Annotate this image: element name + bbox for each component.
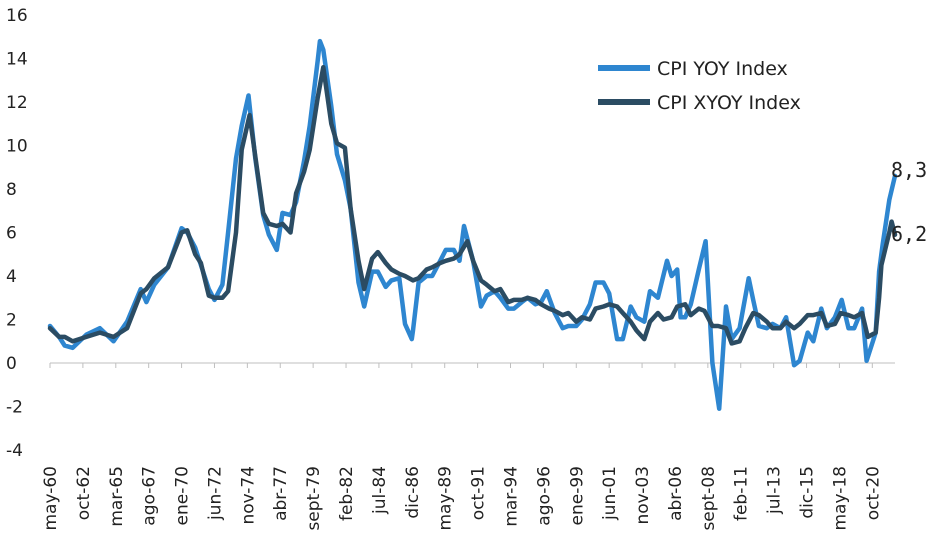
x-tick-label: dic-86 xyxy=(403,466,423,519)
legend-label: CPI XYOY Index xyxy=(657,92,801,114)
x-tick-label: dic-15 xyxy=(798,466,818,519)
y-tick-label: 16 xyxy=(6,6,28,26)
x-tick-label: oct-91 xyxy=(469,466,489,520)
legend: CPI YOY Index CPI XYOY Index xyxy=(598,58,801,114)
x-tick-label: feb-82 xyxy=(337,466,357,521)
x-tick-label: abr-77 xyxy=(271,466,291,521)
x-tick-label: feb-11 xyxy=(732,466,752,521)
x-tick-label: ene-99 xyxy=(567,466,587,525)
y-tick-label: 0 xyxy=(6,354,17,374)
x-tick-label: may-18 xyxy=(830,466,850,531)
y-tick-label: 12 xyxy=(6,93,28,113)
x-tick-label: jun-72 xyxy=(205,466,225,521)
y-tick-label: 8 xyxy=(6,180,17,200)
x-tick-label: sept-08 xyxy=(699,466,719,531)
x-tick-label: oct-62 xyxy=(74,466,94,520)
series-lines xyxy=(47,38,898,411)
y-tick-label: 6 xyxy=(6,224,17,244)
x-tick-label: oct-20 xyxy=(863,466,883,520)
x-tick-label: jul-13 xyxy=(765,466,785,515)
y-tick-label: -2 xyxy=(6,398,23,418)
x-tick-label: may-60 xyxy=(41,466,61,531)
x-tick-label: nov-03 xyxy=(633,466,653,525)
y-axis-tick-labels: -4 -2 0 2 4 6 8 10 12 14 16 xyxy=(6,6,28,461)
x-tick-label: jul-84 xyxy=(370,466,390,515)
x-tick-label: mar-65 xyxy=(107,466,127,527)
x-tick-label: sept-79 xyxy=(304,466,324,531)
x-tick-label: mar-94 xyxy=(501,466,521,527)
y-tick-label: 14 xyxy=(6,50,28,70)
x-tick-label: jun-01 xyxy=(600,466,620,521)
chart-axes xyxy=(49,362,895,368)
end-value-label: 6,2 xyxy=(891,222,927,246)
x-tick-label: ago-96 xyxy=(534,466,554,526)
y-tick-label: -4 xyxy=(6,441,23,461)
end-value-label: 8,3 xyxy=(891,158,927,182)
x-tick-label: nov-74 xyxy=(238,466,258,525)
y-tick-label: 4 xyxy=(6,267,17,287)
x-axis-tick-labels: may-60 oct-62 mar-65 ago-67 ene-70 jun-72 nov-… xyxy=(41,466,883,531)
legend-label: CPI YOY Index xyxy=(657,58,788,80)
x-tick-label: abr-06 xyxy=(666,466,686,521)
x-tick-label: ago-67 xyxy=(140,466,160,526)
x-tick-label: ene-70 xyxy=(173,466,193,525)
series-line-2 xyxy=(47,64,898,346)
y-tick-label: 10 xyxy=(6,137,28,157)
x-tick-label: may-89 xyxy=(436,466,456,531)
y-tick-label: 2 xyxy=(6,311,17,331)
end-labels: 8,3 6,2 xyxy=(891,158,927,246)
series-line-1 xyxy=(47,38,898,411)
